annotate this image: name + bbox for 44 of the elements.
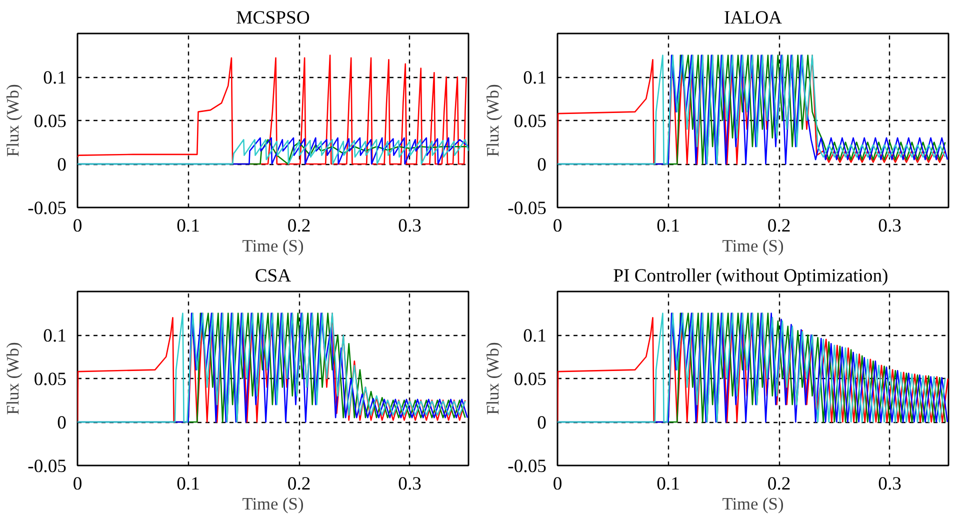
- x-tick-label: 0.3: [398, 474, 422, 494]
- x-tick-label: 0.2: [287, 474, 311, 494]
- x-tick-label: 0.2: [287, 216, 311, 236]
- x-tick-label: 0: [72, 216, 82, 236]
- y-tick-label: 0.1: [43, 68, 67, 88]
- y-tick-label: 0.05: [34, 369, 67, 390]
- y-tick-label: 0.1: [523, 326, 547, 346]
- x-axis-title: Time (S): [722, 236, 784, 256]
- y-tick-label: -0.05: [28, 198, 67, 219]
- chart-title: PI Controller (without Optimization): [613, 266, 888, 286]
- x-axis-title: Time (S): [242, 236, 304, 256]
- x-tick-label: 0: [552, 216, 562, 236]
- y-tick-label: 0: [537, 154, 546, 176]
- y-axis-title: Flux (Wb): [484, 342, 503, 415]
- y-tick-label: 0.05: [514, 111, 547, 132]
- y-axis-title: Flux (Wb): [4, 84, 23, 157]
- y-tick-label: -0.05: [508, 198, 547, 219]
- x-tick-label: 0.3: [878, 216, 902, 236]
- chart-title: MCSPSO: [236, 8, 310, 28]
- x-tick-label: 0.1: [176, 216, 200, 236]
- y-tick-label: 0: [57, 412, 66, 434]
- x-tick-label: 0.1: [176, 474, 200, 494]
- y-tick-label: 0.05: [34, 111, 67, 132]
- y-tick-label: 0.1: [43, 326, 67, 346]
- y-tick-label: -0.05: [508, 456, 547, 477]
- chart-title: IALOA: [724, 8, 783, 28]
- chart-title: CSA: [254, 266, 292, 286]
- y-tick-label: 0.1: [523, 68, 547, 88]
- x-tick-label: 0.3: [398, 216, 422, 236]
- y-axis-title: Flux (Wb): [484, 84, 503, 157]
- x-axis-title: Time (S): [722, 494, 784, 514]
- y-tick-label: -0.05: [28, 456, 67, 477]
- y-tick-label: 0: [537, 412, 546, 434]
- x-tick-label: 0.2: [767, 216, 791, 236]
- y-axis-title: Flux (Wb): [4, 342, 23, 415]
- x-tick-label: 0.1: [656, 474, 680, 494]
- y-tick-label: 0.05: [514, 369, 547, 390]
- x-tick-label: 0.1: [656, 216, 680, 236]
- x-tick-label: 0: [552, 474, 562, 494]
- x-tick-label: 0.2: [767, 474, 791, 494]
- x-axis-title: Time (S): [242, 494, 304, 514]
- x-tick-label: 0: [72, 474, 82, 494]
- x-tick-label: 0.3: [878, 474, 902, 494]
- y-tick-label: 0: [57, 154, 66, 176]
